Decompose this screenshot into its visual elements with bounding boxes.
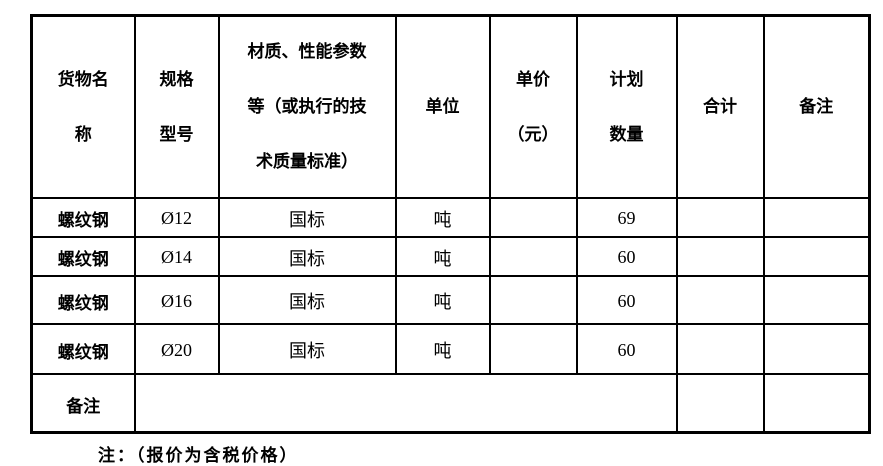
header-unit: 单位 (394, 14, 491, 199)
header-goods-name-line1: 货物名 (57, 69, 109, 89)
header-total: 合计 (675, 14, 765, 199)
table-row: 螺纹钢 Ø12 国标 吨 69 (30, 196, 871, 238)
header-goods-name: 货物名 称 (30, 14, 136, 199)
table-footer-row: 备注 (30, 372, 871, 434)
header-unit-line1: 单位 (425, 97, 460, 117)
header-planned-qty-line1: 计划 (609, 69, 644, 89)
header-spec-model-line2: 型号 (159, 124, 194, 144)
cell-planned-qty: 69 (575, 196, 678, 238)
document-page: { "table": { "headers": [ { "lines": ["货… (30, 14, 871, 465)
cell-unit-price (488, 322, 578, 375)
cell-unit: 吨 (394, 235, 491, 277)
cell-unit: 吨 (394, 274, 491, 325)
cell-total (675, 196, 765, 238)
cell-planned-qty: 60 (575, 274, 678, 325)
header-total-line1: 合计 (703, 97, 737, 117)
cell-total (675, 274, 765, 325)
cell-total (675, 235, 765, 277)
header-material-line2: 等（或执行的技 (247, 97, 367, 117)
cell-remark (762, 274, 871, 325)
table-row: 螺纹钢 Ø14 国标 吨 60 (30, 235, 871, 277)
procurement-goods-table: 货物名 称 规格 型号 材质、性能参数 等（或执行的技 术质量标准） 单位 单价… (30, 14, 871, 434)
header-goods-name-line2: 称 (74, 124, 92, 144)
footer-remark-content (133, 372, 678, 434)
cell-unit: 吨 (394, 322, 491, 375)
cell-spec: Ø14 (133, 235, 220, 277)
cell-standard: 国标 (217, 235, 397, 277)
cell-remark (762, 235, 871, 277)
table-header-row: 货物名 称 规格 型号 材质、性能参数 等（或执行的技 术质量标准） 单位 单价… (30, 14, 871, 199)
header-material-line3: 术质量标准） (256, 152, 358, 172)
cell-unit: 吨 (394, 196, 491, 238)
footer-remark-label: 备注 (30, 372, 136, 434)
cell-standard: 国标 (217, 274, 397, 325)
cell-goods-name: 螺纹钢 (30, 274, 136, 325)
cell-unit-price (488, 235, 578, 277)
cell-standard: 国标 (217, 196, 397, 238)
cell-goods-name: 螺纹钢 (30, 235, 136, 277)
cell-unit-price (488, 274, 578, 325)
header-unit-price-line2: （元） (507, 124, 559, 144)
header-planned-qty-line2: 数量 (609, 124, 644, 144)
footer-total-cell (675, 372, 765, 434)
header-spec-model-line1: 规格 (159, 69, 194, 89)
cell-unit-price (488, 196, 578, 238)
footer-remark-cell (762, 372, 871, 434)
cell-spec: Ø16 (133, 274, 220, 325)
cell-remark (762, 322, 871, 375)
header-remark-line1: 备注 (799, 97, 834, 117)
cell-spec: Ø20 (133, 322, 220, 375)
header-unit-price-line1: 单价 (516, 69, 550, 89)
header-remark: 备注 (762, 14, 871, 199)
clipped-bottom-note: 注：（报价为含税价格） (98, 446, 299, 465)
cell-goods-name: 螺纹钢 (30, 196, 136, 238)
cell-planned-qty: 60 (575, 322, 678, 375)
cell-goods-name: 螺纹钢 (30, 322, 136, 375)
header-material-line1: 材质、性能参数 (247, 42, 367, 62)
table-row: 螺纹钢 Ø16 国标 吨 60 (30, 274, 871, 325)
cell-planned-qty: 60 (575, 235, 678, 277)
header-material-standard: 材质、性能参数 等（或执行的技 术质量标准） (217, 14, 397, 199)
cell-spec: Ø12 (133, 196, 220, 238)
cell-remark (762, 196, 871, 238)
header-spec-model: 规格 型号 (133, 14, 220, 199)
cell-standard: 国标 (217, 322, 397, 375)
table-row: 螺纹钢 Ø20 国标 吨 60 (30, 322, 871, 375)
header-unit-price: 单价 （元） (488, 14, 578, 199)
cell-total (675, 322, 765, 375)
header-planned-qty: 计划 数量 (575, 14, 678, 199)
